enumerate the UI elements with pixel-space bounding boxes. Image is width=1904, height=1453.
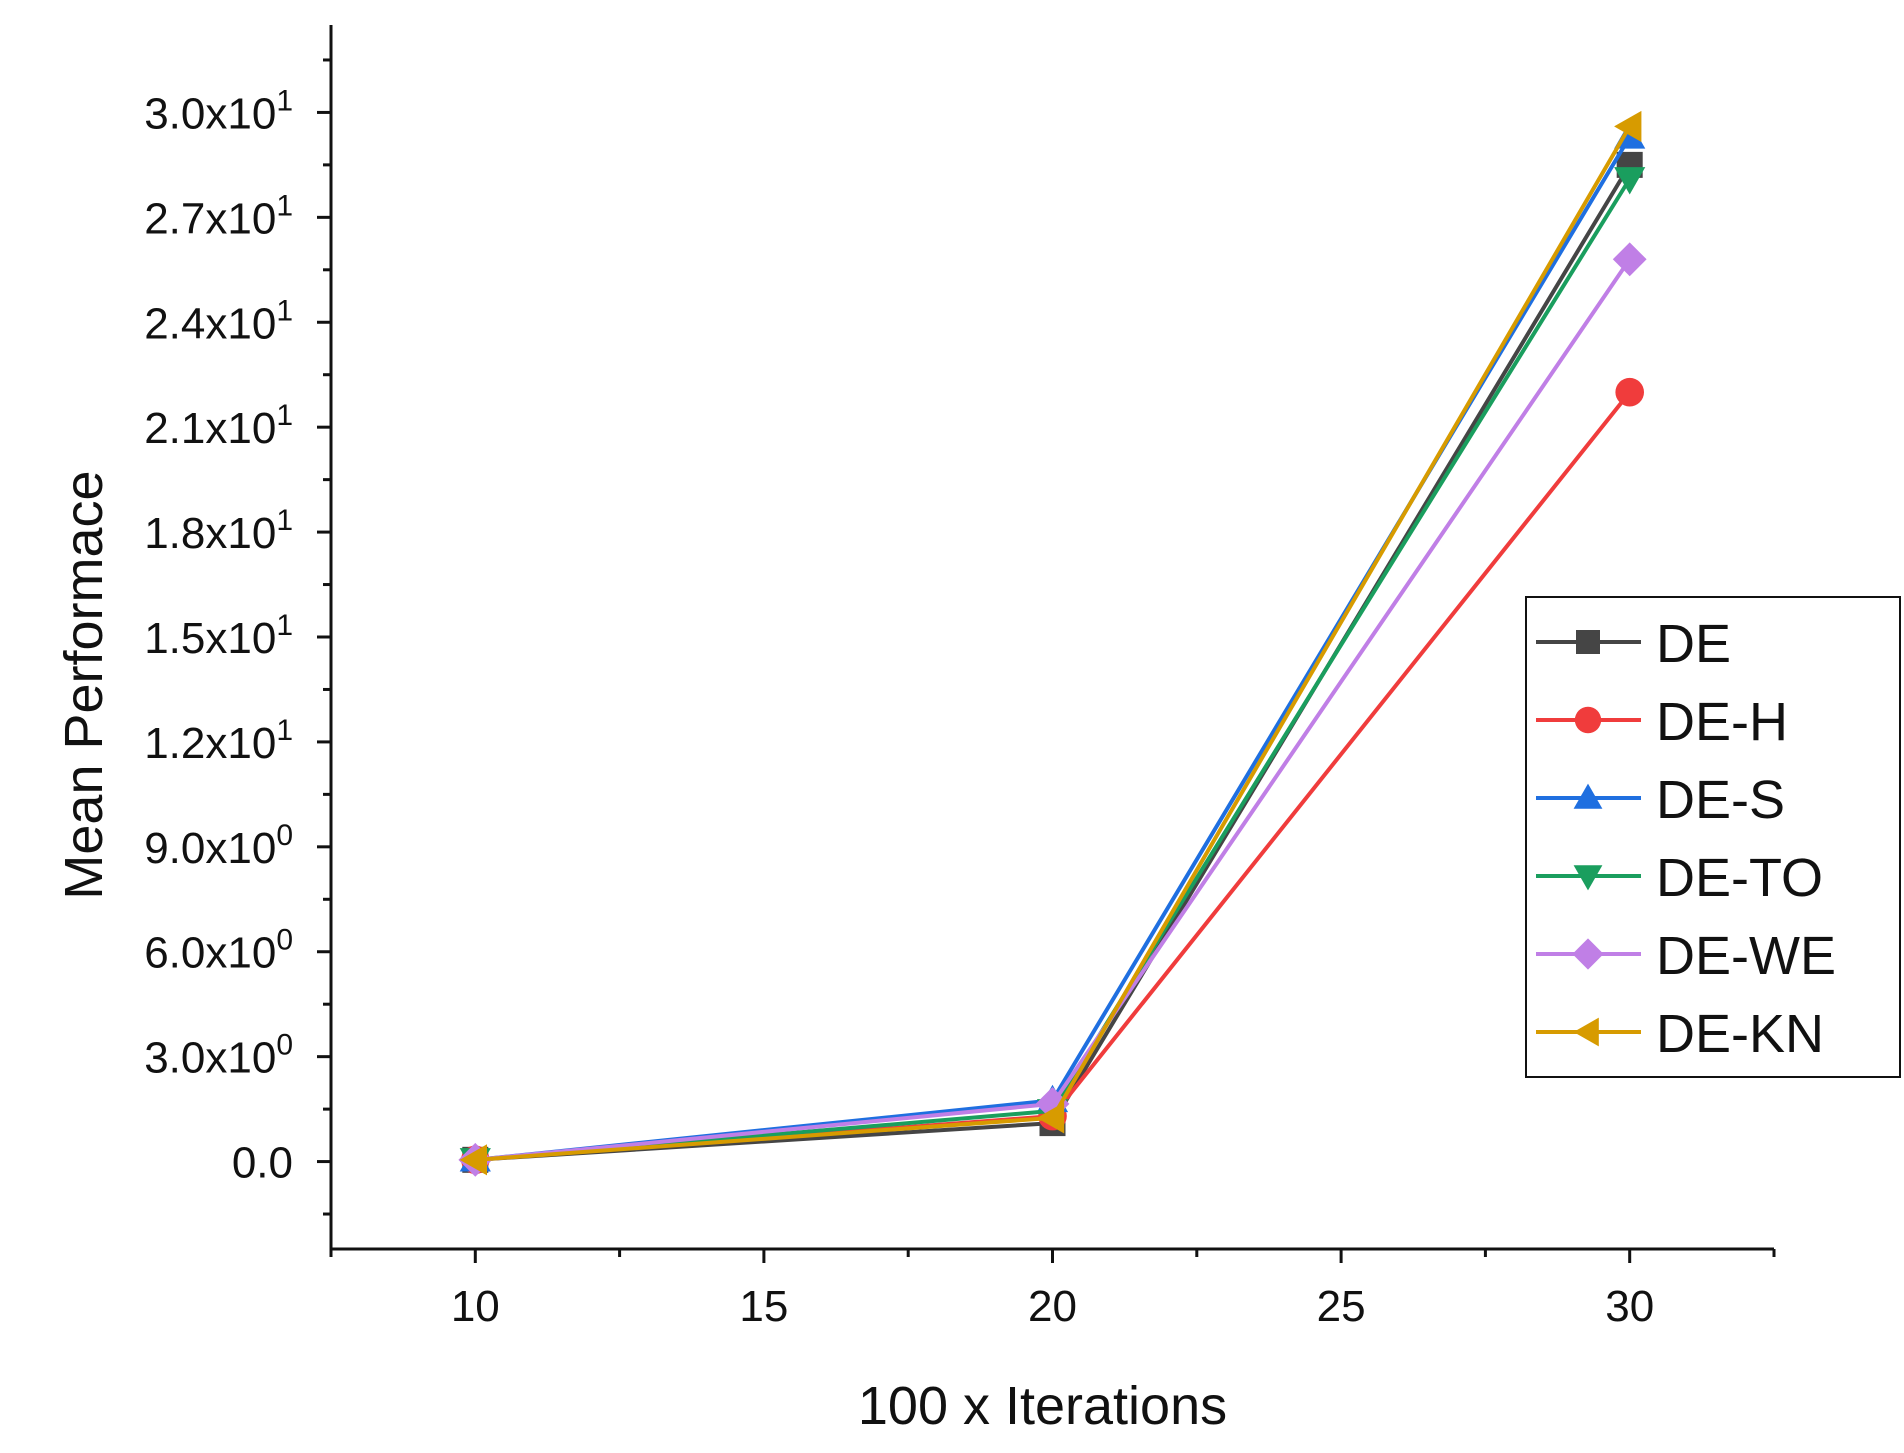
series-line <box>475 390 1632 1162</box>
legend-label: DE-H <box>1656 692 1788 752</box>
y-tick-label: 1.5x101 <box>144 609 293 663</box>
y-axis-title: Mean Performace <box>54 470 114 899</box>
y-tick-label: 6.0x100 <box>144 924 293 978</box>
y-tick-label: 3.0x100 <box>144 1029 293 1083</box>
y-tick-label: 1.8x101 <box>144 504 293 558</box>
y-tick-label: 2.1x101 <box>144 399 293 453</box>
legend-marker <box>1574 706 1602 734</box>
y-tick-label: 3.0x101 <box>144 84 293 138</box>
legend-item: DE-KN <box>1536 1004 1824 1064</box>
legend-label: DE-S <box>1656 770 1785 830</box>
y-tick-label: 2.4x101 <box>144 294 293 348</box>
series-de-s <box>459 121 1646 1172</box>
legend-item: DE-H <box>1536 692 1788 752</box>
series-de <box>462 151 1643 1173</box>
series-line <box>475 135 1632 1162</box>
legend-label: DE-WE <box>1656 926 1836 986</box>
legend-item: DE-TO <box>1536 848 1823 908</box>
y-tick-label: 0.0 <box>232 1139 293 1188</box>
legend-label: DE <box>1656 614 1731 674</box>
data-point <box>1614 110 1642 143</box>
data-point <box>459 1144 487 1176</box>
legend-marker <box>1573 865 1603 891</box>
legend-item: DE-WE <box>1536 926 1836 986</box>
y-tick-label: 9.0x100 <box>144 819 293 873</box>
data-point <box>1615 377 1644 407</box>
series-line <box>475 258 1632 1162</box>
legend-label: DE-TO <box>1656 848 1823 908</box>
x-tick-label: 25 <box>1317 1282 1366 1331</box>
data-point <box>1614 167 1646 195</box>
legend-marker <box>1573 783 1603 809</box>
legend-item: DE <box>1536 614 1731 674</box>
legend-item: DE-S <box>1536 770 1785 830</box>
y-tick-label: 2.7x101 <box>144 189 293 243</box>
series-line <box>475 125 1632 1162</box>
series-layer <box>458 110 1647 1177</box>
series-de-to <box>459 167 1646 1176</box>
legend: DE DE-H DE-S DE-TO DE-WE DE-KN <box>1525 596 1901 1078</box>
axes: 0.0 3.0x100 6.0x100 9.0x100 1.2x101 1.5x101 1.… <box>144 25 1776 1331</box>
data-point <box>1036 1102 1065 1134</box>
series-de-kn <box>459 110 1642 1176</box>
x-axis-title: 100 x Iterations <box>858 1376 1227 1436</box>
legend-label: DE-KN <box>1656 1004 1824 1064</box>
series-line <box>475 177 1632 1162</box>
legend-marker <box>1572 938 1604 970</box>
y-tick-label: 1.2x101 <box>144 714 293 768</box>
x-tick-label: 10 <box>451 1282 500 1331</box>
legend-marker <box>1573 1017 1599 1047</box>
legend-marker <box>1576 630 1600 654</box>
data-point <box>1612 242 1647 277</box>
series-line <box>475 163 1632 1162</box>
legend-box <box>1525 596 1901 1078</box>
x-tick-label: 30 <box>1605 1282 1654 1331</box>
series-de-we <box>458 242 1647 1177</box>
x-tick-label: 15 <box>739 1282 788 1331</box>
x-tick-label: 20 <box>1028 1282 1077 1331</box>
